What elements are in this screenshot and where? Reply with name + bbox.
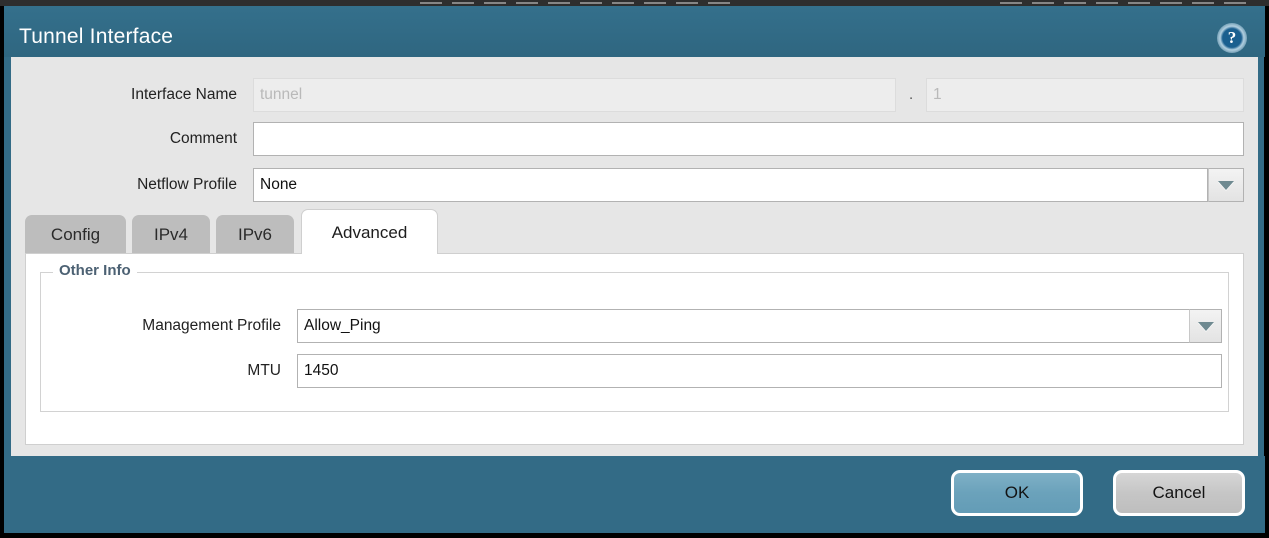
management-profile-label: Management Profile: [142, 317, 281, 334]
tab-ipv4-label: IPv4: [153, 225, 189, 244]
dialog-title: Tunnel Interface: [19, 25, 174, 48]
help-glyph: ?: [1227, 28, 1237, 47]
tab-advanced[interactable]: Advanced: [301, 209, 438, 254]
management-profile-input[interactable]: [297, 309, 1204, 343]
comment-label-col: Comment: [11, 122, 245, 156]
management-profile-label-col: Management Profile: [41, 309, 289, 343]
interface-name-label: Interface Name: [131, 86, 237, 103]
ok-button[interactable]: OK: [951, 470, 1083, 516]
chevron-down-icon: [1197, 322, 1214, 331]
help-question-icon[interactable]: ?: [1217, 23, 1247, 53]
interface-name-label-col: Interface Name: [11, 78, 245, 112]
mtu-label-col: MTU: [41, 354, 289, 388]
mtu-row: MTU: [41, 354, 1230, 388]
mtu-input[interactable]: [297, 354, 1222, 388]
cancel-button[interactable]: Cancel: [1113, 470, 1245, 516]
dialog-titlebar: Tunnel Interface ?: [4, 6, 1265, 57]
tab-ipv6-label: IPv6: [237, 225, 273, 244]
background-strip: [0, 0, 1269, 6]
tab-ipv6[interactable]: IPv6: [216, 215, 294, 254]
footer-separator: [11, 447, 1258, 456]
netflow-profile-dropdown-button[interactable]: [1208, 168, 1244, 202]
interface-name-input[interactable]: [253, 78, 896, 112]
netflow-profile-label: Netflow Profile: [137, 176, 237, 193]
other-info-fieldset: Other Info Management Profile: [40, 262, 1230, 412]
interface-name-separator: .: [909, 86, 914, 103]
tab-advanced-label: Advanced: [331, 223, 408, 242]
chevron-down-icon: [1218, 181, 1234, 190]
management-profile-row: Management Profile: [41, 309, 1230, 343]
comment-row: Comment: [11, 122, 1258, 156]
dialog-body: Interface Name . Comment Netflow Profile: [11, 57, 1258, 447]
tab-config-label: Config: [50, 225, 101, 244]
comment-label: Comment: [169, 130, 237, 147]
mtu-label: MTU: [247, 362, 281, 379]
advanced-tab-panel: Other Info Management Profile: [25, 253, 1244, 445]
comment-input[interactable]: [253, 122, 1244, 156]
dialog-footer: OK Cancel: [4, 456, 1265, 533]
tab-ipv4[interactable]: IPv4: [132, 215, 210, 254]
management-profile-dropdown-button[interactable]: [1189, 309, 1222, 343]
dialog-window: Tunnel Interface ? Interface Name . Comm…: [4, 6, 1265, 533]
netflow-profile-label-col: Netflow Profile: [11, 168, 245, 202]
tab-config[interactable]: Config: [25, 215, 126, 254]
netflow-profile-input[interactable]: [253, 168, 1208, 202]
netflow-profile-row: Netflow Profile: [11, 168, 1258, 202]
interface-name-row: Interface Name .: [11, 78, 1258, 112]
interface-name-suffix-input[interactable]: [926, 78, 1244, 112]
other-info-legend: Other Info: [53, 262, 137, 279]
